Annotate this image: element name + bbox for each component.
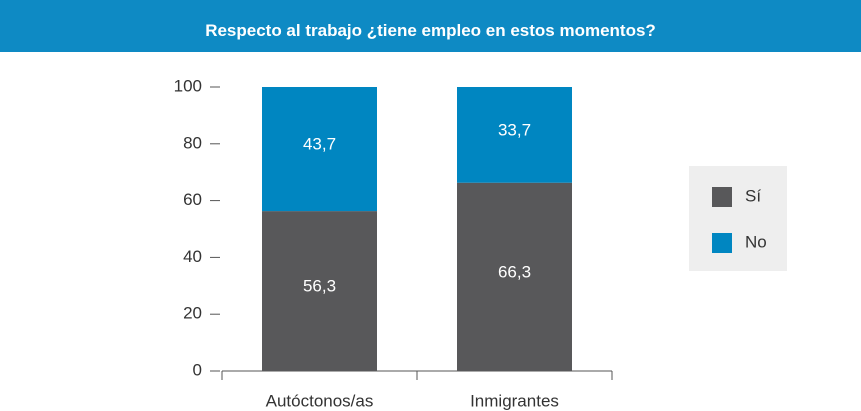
legend-label: No: [745, 232, 767, 251]
x-tick-label: Inmigrantes: [470, 391, 559, 410]
x-tick-label: Autóctonos/as: [266, 391, 374, 410]
data-label: 33,7: [498, 120, 531, 139]
bar-segment: [457, 87, 572, 183]
legend-swatch: [712, 187, 732, 207]
data-label: 66,3: [498, 262, 531, 281]
legend-box: [689, 166, 787, 271]
y-tick-label: 20: [183, 304, 202, 323]
data-label: 43,7: [303, 135, 336, 154]
y-tick-label: 80: [183, 133, 202, 152]
legend-label: Sí: [745, 186, 761, 205]
y-tick-label: 100: [174, 76, 202, 95]
data-label: 56,3: [303, 277, 336, 296]
chart-title: Respecto al trabajo ¿tiene empleo en est…: [0, 0, 861, 52]
bar-segment: [262, 211, 377, 371]
y-tick-label: 60: [183, 190, 202, 209]
legend-swatch: [712, 233, 732, 253]
y-tick-label: 0: [193, 360, 202, 379]
bar-segment: [262, 87, 377, 212]
bar-segment: [457, 182, 572, 371]
y-tick-label: 40: [183, 247, 202, 266]
